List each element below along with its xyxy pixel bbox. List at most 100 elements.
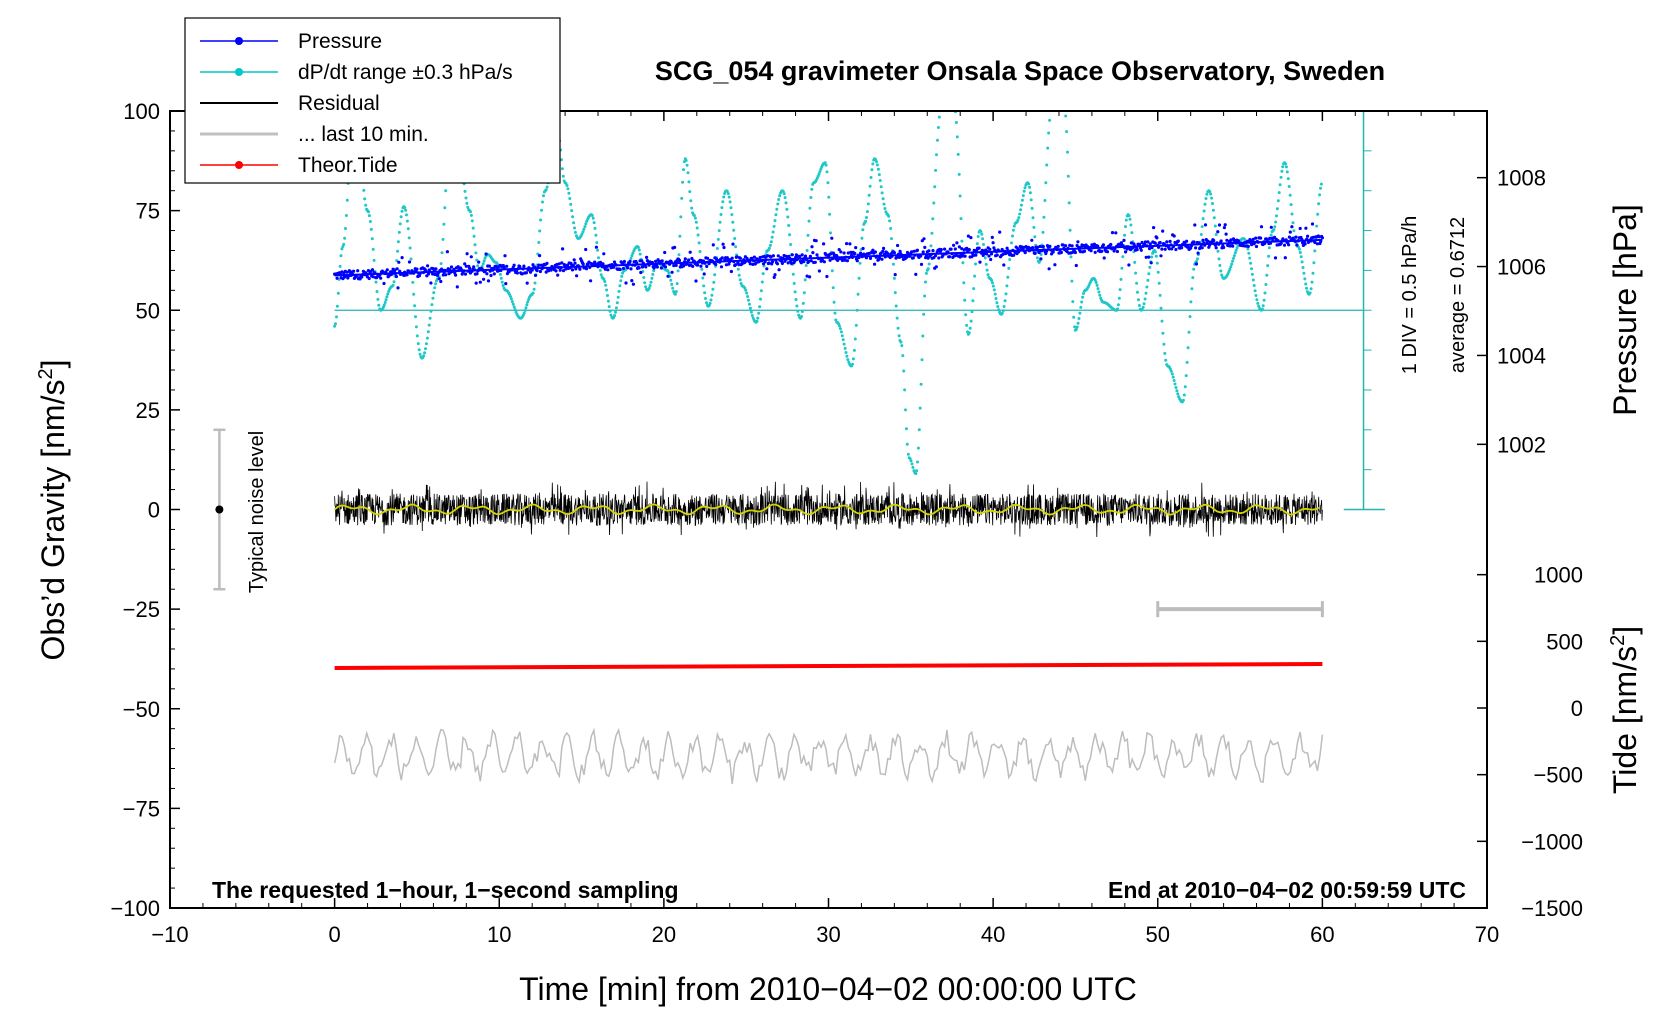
dpdt-point (1171, 375, 1175, 379)
dpdt-point (1156, 270, 1160, 274)
dpdt-point (1303, 277, 1307, 281)
dpdt-point (537, 241, 541, 244)
dpdt-point (901, 354, 905, 358)
pressure-point (1222, 245, 1226, 250)
dpdt-point (1065, 130, 1069, 134)
dpdt-point (343, 236, 347, 240)
dpdt-point (569, 202, 573, 206)
dpdt-point (371, 247, 375, 251)
dpdt-point (565, 184, 569, 187)
dpdt-point (932, 201, 936, 205)
dpdt-point (807, 219, 811, 223)
pressure-point (407, 260, 412, 264)
dpdt-point (475, 258, 479, 262)
dpdt-point (840, 334, 844, 338)
dpdt-point (368, 220, 372, 223)
pressure-point (515, 271, 520, 275)
dpdt-point (1246, 247, 1250, 251)
dpdt-point (685, 163, 689, 167)
dpdt-point (398, 222, 402, 226)
pressure-point (911, 256, 915, 260)
dpdt-point (1275, 207, 1279, 211)
pressure-point (1269, 225, 1273, 229)
dpdt-point (732, 228, 736, 232)
pressure-point (763, 260, 767, 264)
pressure-point (1315, 242, 1319, 246)
pressure-point (912, 249, 916, 253)
dpdt-point (882, 202, 886, 206)
dpdt-point (509, 295, 512, 298)
pressure-point (396, 286, 400, 290)
pressure-point (1056, 244, 1060, 248)
dpdt-point (871, 162, 875, 166)
dpdt-point (922, 312, 926, 316)
dpdt-point (1188, 315, 1192, 319)
pressure-point (1101, 243, 1105, 247)
dpdt-point (1072, 315, 1076, 319)
pressure-point (934, 265, 938, 269)
dpdt-point (1130, 231, 1134, 235)
pressure-point (1282, 243, 1287, 247)
pressure-point (449, 265, 454, 269)
dpdt-point (852, 348, 856, 352)
pressure-point (1193, 223, 1197, 227)
dpdt-point (1064, 114, 1068, 118)
dpdt-point (1291, 221, 1295, 225)
pressure-point (1033, 251, 1037, 255)
dpdt-point (718, 220, 722, 224)
pressure-point (1251, 237, 1255, 241)
dpdt-point (344, 227, 347, 230)
dpdt-point (926, 267, 930, 271)
dpdt-point (1006, 275, 1010, 279)
pressure-point (957, 245, 962, 249)
dpdt-point (1205, 192, 1209, 196)
dpdt-point (689, 199, 693, 203)
dpdt-point (1011, 234, 1014, 238)
pressure-point (1228, 244, 1232, 248)
pressure-point (719, 265, 724, 269)
dpdt-point (1218, 264, 1222, 267)
dpdt-point (671, 286, 675, 290)
dpdt-point (923, 294, 927, 298)
pressure-point (815, 253, 819, 257)
dpdt-point (1248, 256, 1252, 260)
dpdt-point (1299, 255, 1303, 259)
dpdt-point (469, 210, 472, 214)
pressure-point (770, 260, 775, 264)
dpdt-point (805, 249, 809, 252)
chart-title: SCG_054 gravimeter Onsala Space Observat… (655, 56, 1385, 86)
pressure-point (1036, 245, 1040, 249)
dpdt-point (748, 306, 752, 310)
pressure-point (784, 254, 789, 258)
dpdt-point (1020, 198, 1024, 202)
dpdt-point (649, 280, 653, 284)
dpdt-point (1016, 218, 1020, 222)
pressure-point (705, 256, 710, 260)
dpdt-point (1190, 287, 1194, 291)
pressure-point (805, 274, 809, 278)
pressure-point (455, 285, 459, 289)
pressure-point (1290, 225, 1294, 229)
pressure-point (845, 242, 849, 246)
dpdt-point (1142, 302, 1146, 306)
dpdt-point (1286, 177, 1290, 181)
dpdt-point (524, 306, 528, 310)
pressure-point (561, 269, 566, 273)
dpdt-point (704, 297, 707, 300)
dpdt-point (636, 245, 640, 249)
dpdt-point (1272, 228, 1276, 232)
dpdt-point (888, 219, 892, 223)
pressure-point (518, 265, 522, 269)
pressure-point (1110, 231, 1115, 235)
pressure-point (855, 259, 859, 263)
dpdt-point (1141, 305, 1145, 309)
y-tick-label: 75 (136, 199, 160, 224)
dpdt-point (1124, 225, 1127, 229)
pressure-point (726, 257, 730, 261)
pressure-point (1105, 250, 1110, 254)
pressure-point (1093, 250, 1097, 254)
dpdt-point (909, 459, 913, 463)
pressure-point (659, 266, 664, 270)
dpdt-point (1250, 272, 1254, 276)
